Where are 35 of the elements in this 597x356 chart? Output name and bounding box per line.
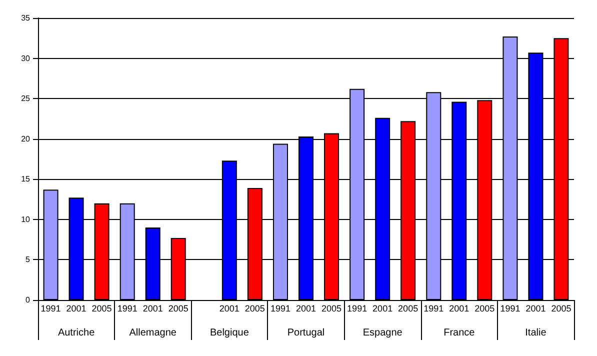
x-tick-label: Belgique [210,328,250,338]
y-tick-label: 0 [26,296,31,304]
text: 1991 [40,304,61,314]
text: 2005 [474,304,495,314]
x-tick-label: Allemagne [129,328,177,338]
y-tick-label: 35 [21,14,31,22]
text: 2001 [449,304,470,314]
y-tick-label: 10 [21,214,31,224]
x-tick-label: Espagne [362,328,403,338]
text: 2001 [219,304,240,314]
text: 2005 [92,304,112,314]
y-tick-label: 5 [26,255,31,264]
text: 2005 [398,304,418,314]
text: 2001 [296,304,316,314]
y-tick-label: 25 [21,94,31,104]
x-tick-label: Portugal [287,328,325,338]
text: 2001 [66,304,86,314]
y-tick-label: 15 [21,174,31,184]
text: 2001 [526,304,546,314]
text: 1991 [500,304,520,314]
text: 2005 [321,304,342,314]
y-tick-label: 30 [21,54,31,63]
x-tick-label: Autriche [58,328,96,338]
text: 1991 [347,304,368,314]
text: 2001 [372,304,393,314]
text: 2005 [244,304,265,314]
series-label: 2005 [168,304,188,314]
x-tick-label: France [444,328,476,338]
text: 1991 [424,304,444,314]
text: 2005 [551,304,572,314]
x-tick-label: Italie [525,328,547,338]
y-tick-label: 20 [21,134,31,144]
series-label: 1991 [270,304,291,314]
series-label: 2001 [142,304,163,314]
text: 1991 [117,304,138,314]
